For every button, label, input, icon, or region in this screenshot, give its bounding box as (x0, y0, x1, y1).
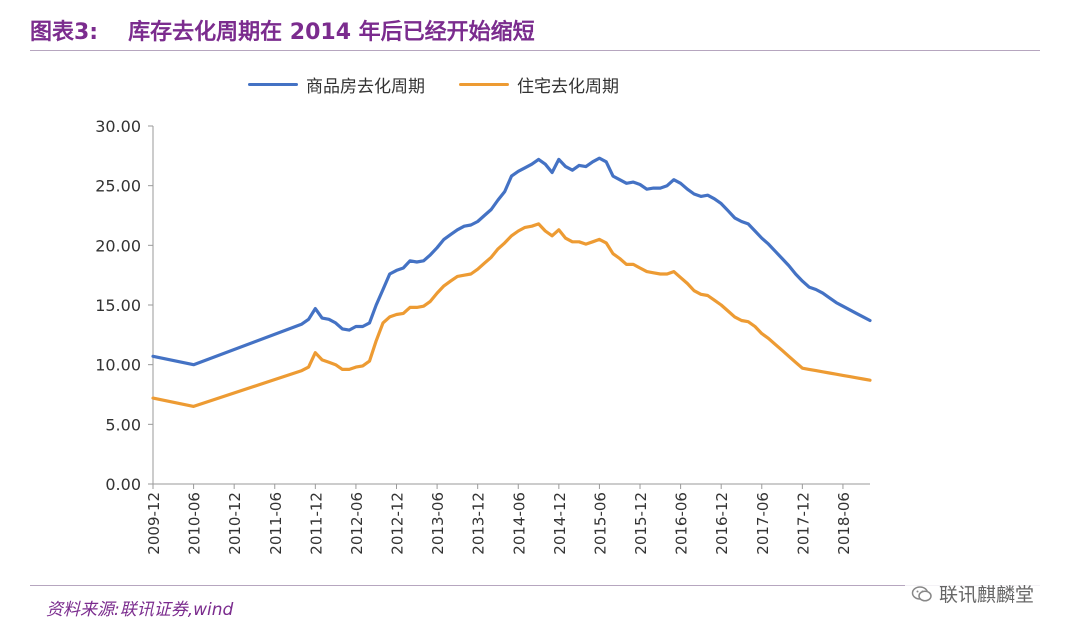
footer-divider (30, 585, 1040, 586)
x-tick-label: 2010-12 (226, 492, 244, 555)
legend-item-residential: 住宅去化周期 (459, 72, 619, 97)
x-tick-label: 2014-06 (510, 492, 528, 555)
x-tick-label: 2012-12 (389, 492, 407, 555)
chart-legend: 商品房去化周期 住宅去化周期 (248, 72, 653, 97)
y-tick-label: 25.00 (95, 177, 141, 196)
y-tick-label: 10.00 (95, 356, 141, 375)
x-tick-label: 2016-12 (713, 492, 731, 555)
figure-number: 图表3: (30, 20, 99, 45)
x-tick-label: 2017-12 (794, 492, 812, 555)
x-tick-label: 2015-06 (591, 492, 609, 555)
title-divider (30, 50, 1040, 51)
x-tick-label: 2014-12 (551, 492, 569, 555)
x-tick-label: 2018-06 (835, 492, 853, 555)
x-tick-label: 2016-06 (673, 492, 691, 555)
y-tick-label: 0.00 (105, 475, 141, 494)
series-line-residential (151, 222, 872, 408)
y-tick-label: 5.00 (105, 415, 141, 434)
x-tick-label: 2009-12 (145, 492, 163, 555)
x-tick-label: 2013-12 (470, 492, 488, 555)
x-tick-label: 2017-06 (754, 492, 772, 555)
watermark: 联讯麒麟堂 (904, 578, 1040, 609)
watermark-text: 联讯麒麟堂 (938, 584, 1034, 606)
legend-item-commercial: 商品房去化周期 (248, 72, 425, 97)
x-tick-label: 2013-06 (429, 492, 447, 555)
x-tick-label: 2010-06 (186, 492, 204, 555)
x-tick-label: 2012-06 (348, 492, 366, 555)
legend-swatch-residential (459, 83, 509, 86)
legend-swatch-commercial (248, 83, 298, 86)
source-note: 资料来源:联讯证券,wind (46, 600, 234, 620)
y-tick-label: 15.00 (95, 296, 141, 315)
y-tick-label: 30.00 (95, 117, 141, 136)
figure-title: 库存去化周期在 2014 年后已经开始缩短 (128, 20, 535, 45)
series-line-commercial (151, 156, 872, 367)
y-tick-label: 20.00 (95, 236, 141, 255)
x-tick-label: 2011-06 (267, 492, 285, 555)
legend-label-commercial: 商品房去化周期 (306, 77, 425, 97)
x-tick-label: 2015-12 (632, 492, 650, 555)
figure-header: 图表3: 库存去化周期在 2014 年后已经开始缩短 (30, 12, 1040, 48)
x-tick-label: 2011-12 (307, 492, 325, 555)
legend-label-residential: 住宅去化周期 (517, 77, 619, 97)
wechat-icon (911, 585, 932, 602)
